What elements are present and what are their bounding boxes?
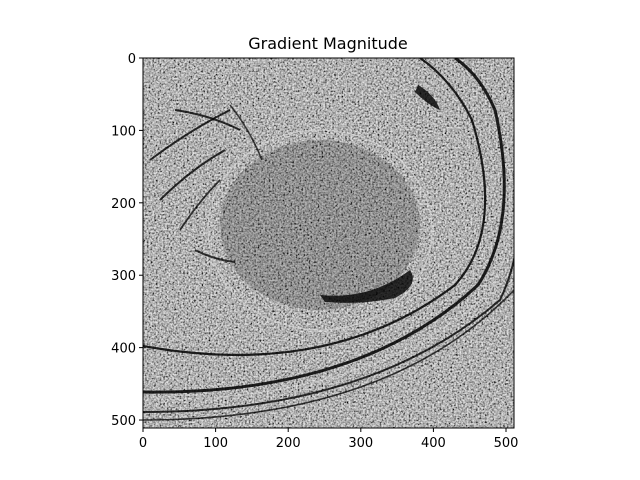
outer-arc-1 [143,58,487,357]
x-tick-label: 300 [348,436,373,451]
axes-frame [142,57,515,429]
y-tick-label: 500 [111,414,136,429]
outer-arc-light-1 [143,139,512,401]
leaf-4 [174,109,241,131]
leaf-3 [179,179,221,231]
y-tick-label: 200 [111,197,136,212]
y-tick-label: 300 [111,269,136,284]
y-tick-label: 100 [111,124,136,139]
outer-arc-3 [143,178,514,413]
image-texture [143,58,514,428]
y-axis: 0 100 200 300 400 500 [111,52,143,429]
gradient-image [143,58,514,428]
leaf-5 [194,249,236,263]
x-tick-label: 100 [203,436,228,451]
leaf-6 [229,104,263,161]
x-tick-label: 400 [421,436,446,451]
leaf-2 [159,149,226,201]
outer-arc-2 [143,58,506,394]
y-tick-label: 0 [128,52,136,67]
dark-patch-1 [320,270,413,303]
x-axis: 0 100 200 300 400 500 [139,428,519,451]
x-tick-label: 200 [276,436,301,451]
dark-patch-2 [415,85,440,110]
x-tick-label: 500 [494,436,519,451]
inner-circle-fill [220,140,420,310]
x-tick-label: 0 [139,436,147,451]
y-tick-label: 400 [111,342,136,357]
inner-circle-edge [207,129,433,331]
chart-title: Gradient Magnitude [248,34,408,53]
leaf-1 [149,109,231,161]
outer-arc-4 [143,289,514,421]
